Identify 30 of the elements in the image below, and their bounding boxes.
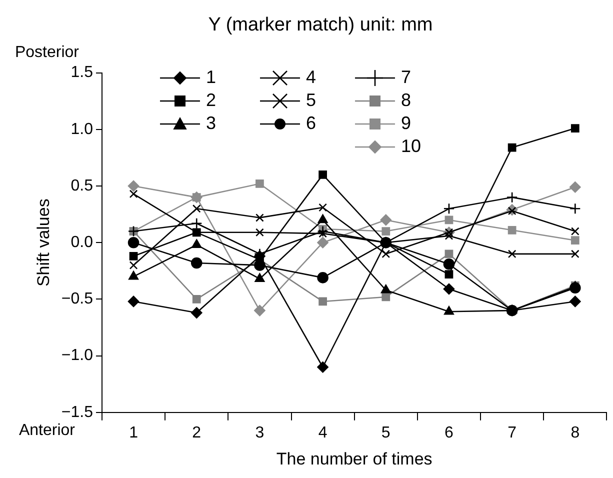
x-tick-label: 7 [508,424,517,442]
y-tick-label: −0.5 [61,290,94,308]
x-tick-label: 2 [192,424,202,442]
x-axis-title: The number of times [276,449,432,468]
legend-label: 2 [206,90,216,111]
x-tick-label: 3 [255,424,264,442]
legend-label: 10 [401,136,422,157]
y-tick-label: 0.5 [70,177,94,194]
legend-label: 4 [306,67,316,88]
x-tick-label: 6 [444,424,454,442]
y-axis-title: Shift values [34,198,53,287]
text: Anterior [18,422,76,439]
y-tick-label: −1.5 [61,404,94,421]
x-tick-label: 5 [381,424,390,442]
x-tick-label: 8 [570,424,580,442]
legend-label: 3 [206,113,216,134]
legend-label: 6 [306,113,316,134]
legend-label: 7 [401,67,412,88]
legend-label: 9 [401,113,412,134]
legend-label: 5 [306,90,316,111]
x-tick-label: 4 [318,424,328,442]
chart-title: Y (marker match) unit: mm [208,14,433,36]
y-tick-label: −1.0 [61,347,94,364]
y-tick-label: 1.5 [70,64,94,82]
x-tick-label: 1 [129,424,138,442]
text: Posterior [14,44,80,62]
y-tick-label: 1.0 [70,120,94,138]
legend-label: 8 [401,90,412,111]
y-tick-label: 0.0 [70,234,94,252]
legend-label: 1 [206,67,216,88]
